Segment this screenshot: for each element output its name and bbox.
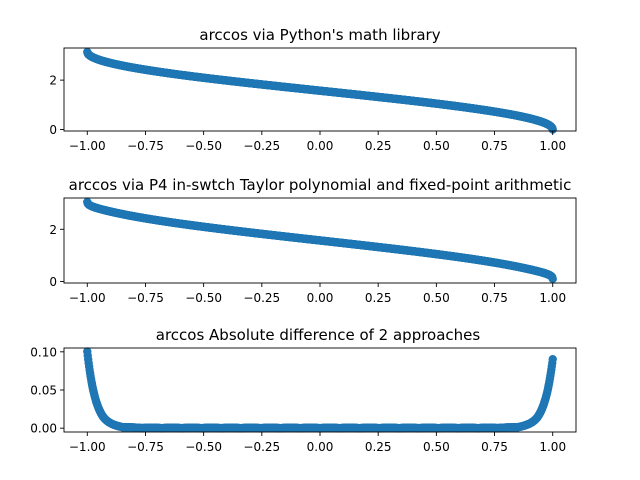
x-tick-label: −0.75	[127, 291, 164, 305]
subplot-1: arccos via Python's math library −1.00 −0…	[49, 26, 577, 153]
y-tick-label: 0	[49, 123, 57, 137]
y-tick-label: 2	[49, 223, 57, 237]
data-point	[548, 274, 557, 284]
x-tick-label: 1.00	[539, 139, 566, 153]
data-point	[548, 125, 557, 134]
x-tick-label: 0.75	[481, 291, 508, 305]
subplot-3-points	[83, 347, 557, 433]
subplot-2-frame	[63, 197, 577, 284]
x-tick-label: −0.75	[127, 440, 164, 454]
subplot-3-x-ticks: −1.00 −0.75 −0.50 −0.25 0.00 0.25 0.50 0.75 1.00	[69, 432, 566, 454]
x-tick-label: −0.75	[127, 139, 164, 153]
x-tick-label: −0.25	[243, 440, 280, 454]
x-tick-label: −1.00	[69, 291, 106, 305]
data-point	[548, 354, 557, 364]
y-tick-label: 0.10	[30, 345, 57, 359]
subplot-3-y-ticks: 0.00 0.05 0.10	[30, 345, 64, 436]
x-tick-label: 0.50	[423, 291, 450, 305]
x-tick-label: 1.00	[539, 291, 566, 305]
x-tick-label: 0.50	[423, 139, 450, 153]
x-tick-label: −0.50	[185, 440, 222, 454]
x-tick-label: 0.00	[307, 139, 334, 153]
x-tick-label: −0.50	[185, 291, 222, 305]
y-tick-label: 0	[49, 275, 57, 289]
x-tick-label: 0.00	[307, 440, 334, 454]
subplot-1-x-ticks: −1.00 −0.75 −0.50 −0.25 0.00 0.25 0.50 0.75 1.00	[69, 131, 566, 153]
subplot-3-frame	[63, 347, 577, 433]
subplot-2: arccos via P4 in-swtch Taylor polynomial…	[49, 176, 577, 305]
y-tick-label: 2	[49, 74, 57, 88]
subplot-1-frame	[63, 47, 577, 132]
x-tick-label: −0.50	[185, 139, 222, 153]
x-tick-label: −0.25	[243, 139, 280, 153]
x-tick-label: 0.50	[423, 440, 450, 454]
subplot-2-y-ticks: 02	[49, 223, 64, 289]
x-tick-label: 0.75	[481, 139, 508, 153]
x-tick-label: −1.00	[69, 139, 106, 153]
subplot-1-points	[83, 47, 557, 134]
x-tick-label: 0.25	[365, 291, 392, 305]
subplot-2-points	[83, 197, 557, 284]
subplot-3-title: arccos Absolute difference of 2 approach…	[156, 326, 481, 344]
x-tick-label: 0.00	[307, 291, 334, 305]
y-tick-label: 0.00	[30, 422, 57, 436]
x-tick-label: 0.25	[365, 440, 392, 454]
subplot-1-title: arccos via Python's math library	[199, 26, 440, 44]
subplot-2-title: arccos via P4 in-swtch Taylor polynomial…	[69, 176, 572, 194]
subplot-3: arccos Absolute difference of 2 approach…	[30, 326, 577, 454]
x-tick-label: −0.25	[243, 291, 280, 305]
x-tick-label: 0.25	[365, 139, 392, 153]
y-tick-label: 0.05	[30, 384, 57, 398]
x-tick-label: 0.75	[481, 440, 508, 454]
subplot-1-y-ticks: 02	[49, 74, 64, 137]
x-tick-label: 1.00	[539, 440, 566, 454]
x-tick-label: −1.00	[69, 440, 106, 454]
subplot-2-x-ticks: −1.00 −0.75 −0.50 −0.25 0.00 0.25 0.50 0.75 1.00	[69, 283, 566, 305]
